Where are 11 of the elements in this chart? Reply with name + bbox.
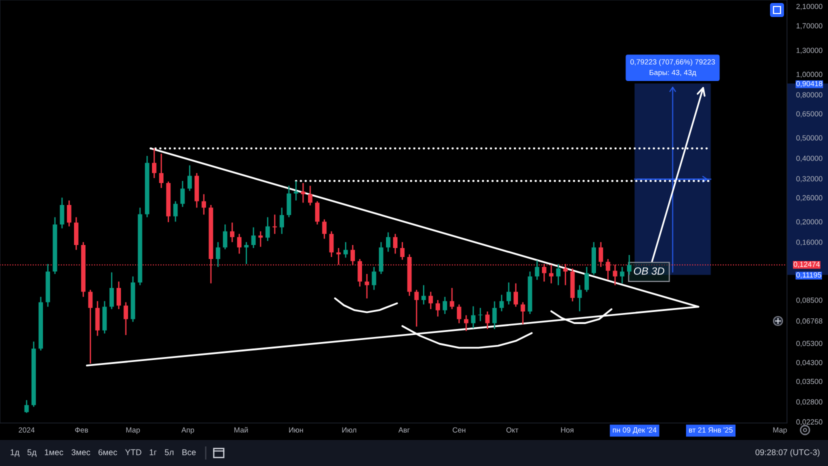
text: 1мес bbox=[44, 449, 64, 456]
text: 1д bbox=[10, 449, 20, 457]
text: 09:28:07 (UTC-3) bbox=[755, 449, 820, 457]
annotation: OB 3D bbox=[634, 267, 664, 275]
text: 3мес bbox=[72, 449, 90, 456]
text: 6мес bbox=[98, 449, 118, 456]
text: 5д bbox=[27, 449, 36, 457]
text: Все bbox=[182, 449, 196, 456]
text: YTD bbox=[125, 449, 142, 456]
text: 1г bbox=[150, 449, 157, 456]
text: 5л bbox=[164, 449, 174, 456]
